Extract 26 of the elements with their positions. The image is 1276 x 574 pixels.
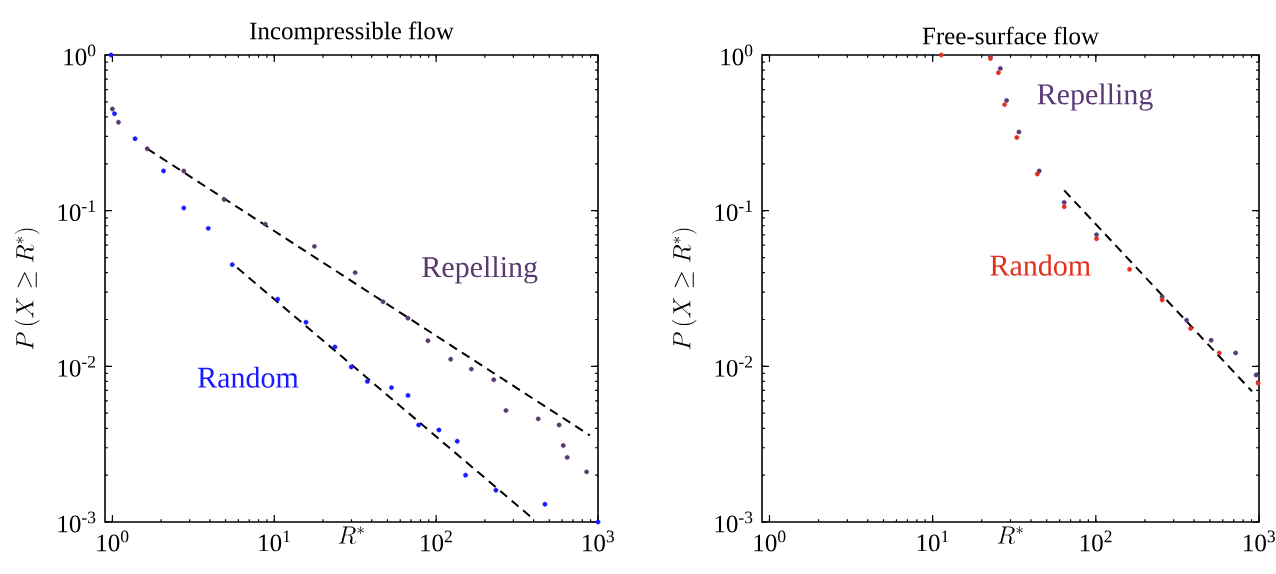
chart-title: Free-surface flow: [922, 26, 1099, 45]
x-tick-label: 10$^{1}$: [259, 530, 290, 552]
series-label: Repelling: [422, 256, 538, 284]
chart-title: Incompressible flow: [250, 21, 454, 45]
y-tick-label: 10$^{-2}$: [715, 355, 752, 377]
series-label: Repelling: [1037, 83, 1153, 111]
x-axis-title: $R^*$: [338, 526, 364, 545]
y-tick-label: 10$^{-2}$: [58, 355, 95, 377]
x-axis-title: $R^*$: [997, 526, 1023, 545]
y-tick-label: 10$^{0}$: [721, 44, 753, 66]
y-tick-label: 10$^{-1}$: [58, 200, 95, 222]
y-axis-title: $P\left(X \geq R^*\right)$: [671, 228, 697, 350]
series-label: Random: [198, 366, 299, 388]
y-tick-label: 10$^{-3}$: [715, 511, 753, 533]
x-tick-label: 10$^{3}$: [583, 530, 614, 552]
y-tick-label: 10$^{-3}$: [58, 511, 96, 533]
series-label: Random: [990, 254, 1091, 276]
x-tick-label: 10$^{0}$: [754, 530, 786, 552]
y-axis-title: $P\left(X \geq R^*\right)$: [14, 228, 40, 350]
x-tick-label: 10$^{3}$: [1244, 530, 1275, 552]
y-tick-label: 10$^{-1}$: [715, 200, 752, 222]
x-tick-label: 10$^{2}$: [1080, 530, 1112, 552]
y-tick-label: 10$^{0}$: [64, 44, 96, 66]
x-tick-label: 10$^{2}$: [421, 530, 452, 552]
x-tick-label: 10$^{1}$: [917, 530, 949, 552]
x-tick-label: 10$^{0}$: [97, 530, 129, 552]
